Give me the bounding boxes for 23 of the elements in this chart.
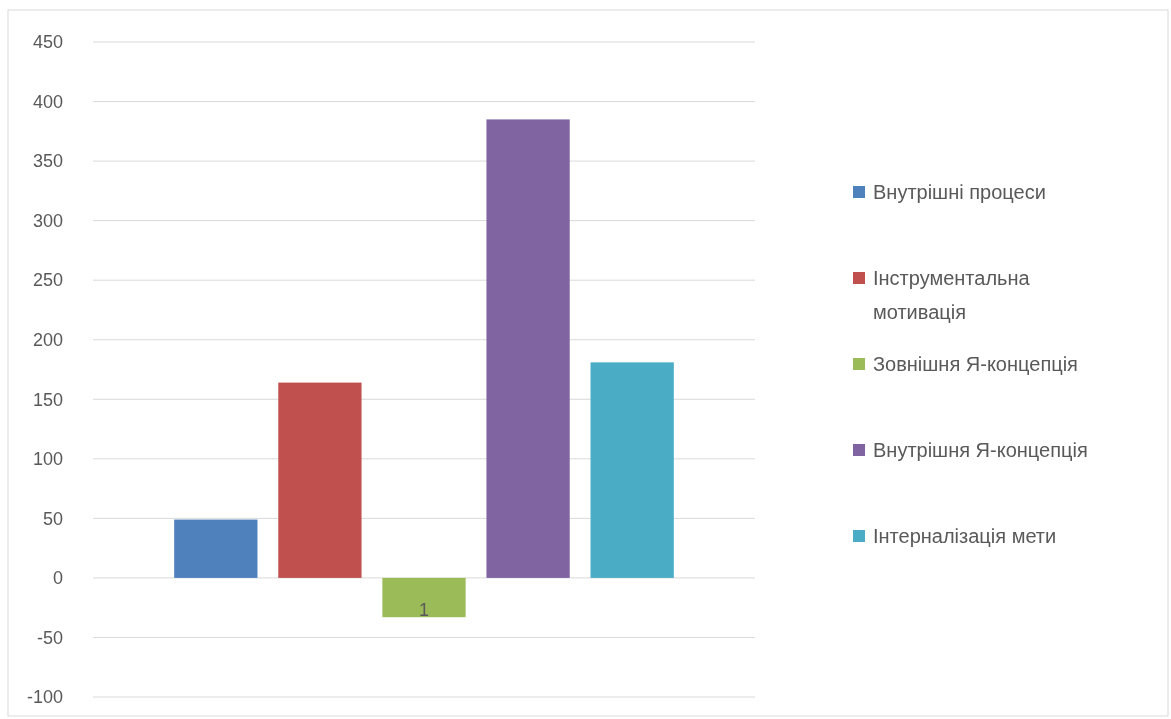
bar — [486, 119, 570, 578]
y-tick-label: 450 — [32, 32, 63, 53]
legend-label: Внутрішні процеси — [873, 181, 1046, 203]
y-tick-label: -100 — [26, 687, 63, 708]
bar — [382, 577, 466, 618]
y-tick-label: 100 — [32, 449, 63, 470]
y-tick-label: 0 — [52, 568, 63, 589]
bar — [174, 519, 258, 578]
y-tick-label: 300 — [32, 210, 63, 231]
bar — [278, 382, 362, 578]
legend-label: Внутрішня Я-концепція — [873, 439, 1088, 461]
legend-label: Інструментальна мотивація — [873, 267, 1031, 323]
legend-label: Зовнішня Я-концепція — [873, 353, 1078, 375]
x-tick-label: 1 — [418, 599, 430, 620]
bar — [590, 362, 674, 578]
y-tick-label: 350 — [32, 151, 63, 172]
y-tick-label: 50 — [42, 508, 63, 529]
y-tick-label: 150 — [32, 389, 63, 410]
y-tick-label: 250 — [32, 270, 63, 291]
legend-label: Інтерналізація мети — [873, 525, 1057, 547]
y-tick-label: 200 — [32, 329, 63, 350]
y-tick-label: 400 — [32, 91, 63, 112]
y-tick-label: -50 — [36, 627, 63, 648]
